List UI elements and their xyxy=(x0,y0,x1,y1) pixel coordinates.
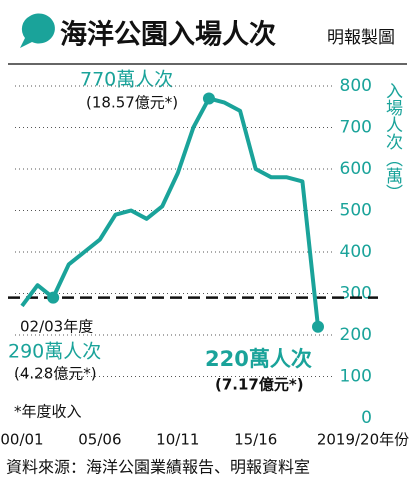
chart-title: 海洋公園入場人次 xyxy=(60,19,276,51)
x-tick-label: 2019/20年份 xyxy=(317,431,409,449)
y-tick-label: 300 xyxy=(340,284,372,304)
annotation: (7.17億元*) xyxy=(215,376,304,394)
x-tick-label: 10/11 xyxy=(156,431,199,449)
annotation: 770萬人次 xyxy=(80,69,173,91)
annotation: (18.57億元*) xyxy=(86,94,178,112)
annotation: 290萬人次 xyxy=(8,341,101,363)
y-tick-label: 0 xyxy=(361,408,372,428)
annotation: (4.28億元*) xyxy=(14,365,97,383)
data-point xyxy=(202,92,215,105)
annotation: 02/03年度 xyxy=(20,318,93,336)
note: *年度收入 xyxy=(14,403,82,421)
source-credit: 明報製圖 xyxy=(327,28,395,48)
data-line xyxy=(20,96,320,327)
y-tick-label: 600 xyxy=(340,159,372,179)
x-tick-label: 15/16 xyxy=(234,431,277,449)
x-tick-label: 05/06 xyxy=(78,431,121,449)
title-icon xyxy=(20,13,55,48)
data-point xyxy=(312,320,324,333)
y-tick-label: 400 xyxy=(340,242,372,262)
x-tick-label: 00/01 xyxy=(0,431,43,449)
y-tick-label: 500 xyxy=(340,201,372,221)
y-tick-label: 100 xyxy=(340,367,372,387)
y-axis-label: 入場人次（萬） xyxy=(382,82,403,201)
y-tick-label: 700 xyxy=(340,118,372,138)
y-tick-label: 200 xyxy=(340,325,372,345)
source: 資料來源：海洋公園業績報告、明報資料室 xyxy=(6,458,310,477)
data-point xyxy=(47,291,60,304)
y-tick-label: 800 xyxy=(340,76,372,96)
annotation: 220萬人次 xyxy=(205,347,312,371)
